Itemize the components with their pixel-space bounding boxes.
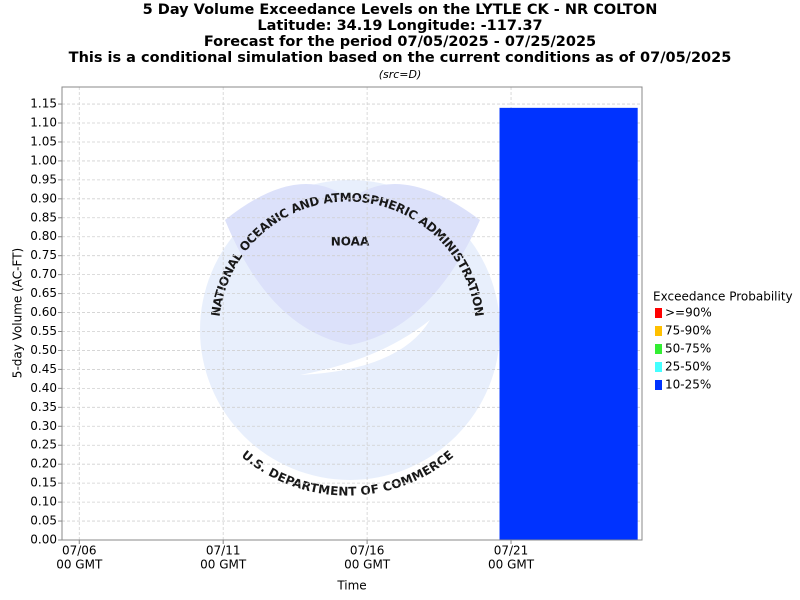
source-note: (src=D) xyxy=(379,68,422,81)
x-tick-label: 07/16 xyxy=(350,544,385,558)
legend-swatch xyxy=(655,326,662,336)
y-tick-label: 1.00 xyxy=(30,153,57,167)
y-tick-label: 0.70 xyxy=(30,267,57,281)
y-tick-label: 0.25 xyxy=(30,438,57,452)
y-tick-label: 0.80 xyxy=(30,229,57,243)
y-tick-label: 0.20 xyxy=(30,457,57,471)
x-tick-label: 00 GMT xyxy=(56,558,103,572)
legend-swatch xyxy=(655,362,662,372)
legend-label: 50-75% xyxy=(665,342,711,356)
watermark-logo: NOAA xyxy=(331,235,370,249)
x-tick-label: 07/21 xyxy=(494,544,529,558)
y-tick-label: 0.05 xyxy=(30,514,57,528)
y-tick-label: 0.40 xyxy=(30,381,57,395)
x-tick-label: 00 GMT xyxy=(344,558,391,572)
legend-title: Exceedance Probability xyxy=(653,290,793,304)
legend-label: 75-90% xyxy=(665,324,711,338)
watermark-bird xyxy=(225,184,480,345)
watermark-wave xyxy=(300,320,430,375)
legend-label: >=90% xyxy=(665,306,712,320)
y-tick-label: 0.95 xyxy=(30,172,57,186)
chart-subtitle: This is a conditional simulation based o… xyxy=(69,50,732,66)
chart-title: 5 Day Volume Exceedance Levels on the LY… xyxy=(143,2,658,18)
y-tick-label: 0.50 xyxy=(30,343,57,357)
y-tick-label: 0.60 xyxy=(30,305,57,319)
y-axis-label: 5-day Volume (AC-FT) xyxy=(11,248,25,378)
x-tick-label: 00 GMT xyxy=(200,558,247,572)
legend-swatch xyxy=(655,308,662,318)
x-tick-label: 07/11 xyxy=(206,544,241,558)
y-tick-label: 1.10 xyxy=(30,116,57,130)
legend-swatch xyxy=(655,380,662,390)
y-tick-label: 0.65 xyxy=(30,286,57,300)
y-tick-label: 0.45 xyxy=(30,362,57,376)
y-tick-label: 0.35 xyxy=(30,400,57,414)
y-tick-label: 0.90 xyxy=(30,191,57,205)
y-tick-label: 0.55 xyxy=(30,324,57,338)
x-tick-label: 00 GMT xyxy=(488,558,535,572)
legend-swatch xyxy=(655,344,662,354)
watermark: NATIONAL OCEANIC AND ATMOSPHERIC ADMINIS… xyxy=(200,180,500,498)
y-tick-label: 0.75 xyxy=(30,248,57,262)
y-tick-label: 1.05 xyxy=(30,134,57,148)
y-tick-label: 0.00 xyxy=(30,533,57,547)
y-tick-label: 0.10 xyxy=(30,495,57,509)
legend-label: 25-50% xyxy=(665,360,711,374)
chart-subtitle: Latitude: 34.19 Longitude: -117.37 xyxy=(257,18,542,34)
x-tick-label: 07/06 xyxy=(62,544,97,558)
y-tick-label: 0.85 xyxy=(30,210,57,224)
y-tick-label: 1.15 xyxy=(30,97,57,111)
chart-subtitle: Forecast for the period 07/05/2025 - 07/… xyxy=(204,34,596,50)
y-tick-label: 0.15 xyxy=(30,476,57,490)
y-tick-label: 0.30 xyxy=(30,419,57,433)
x-axis-label: Time xyxy=(336,579,366,593)
legend-label: 10-25% xyxy=(665,378,711,392)
plot-border xyxy=(61,86,643,541)
bar xyxy=(499,107,638,541)
